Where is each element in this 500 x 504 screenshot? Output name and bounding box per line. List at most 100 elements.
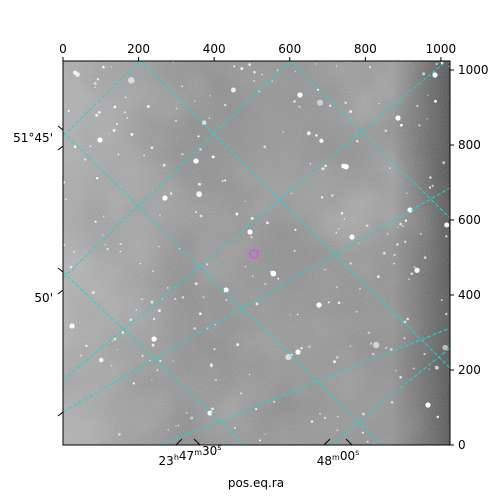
- star: [431, 184, 434, 187]
- star: [213, 348, 216, 351]
- bottom-tick-label: 23h47m30s: [159, 443, 222, 468]
- star: [119, 250, 122, 253]
- star: [369, 342, 373, 345]
- star: [129, 318, 133, 322]
- top-tick-label: 400: [203, 42, 226, 56]
- target-marker: [249, 249, 259, 259]
- star: [416, 104, 419, 108]
- right-tick-label: 600: [458, 213, 481, 227]
- star: [177, 424, 180, 427]
- star: [198, 182, 201, 186]
- star: [259, 439, 262, 442]
- bright-star: [425, 402, 431, 408]
- star: [423, 256, 427, 259]
- star: [181, 153, 184, 156]
- star: [161, 298, 163, 300]
- star: [331, 194, 334, 197]
- star: [158, 245, 160, 248]
- star: [209, 364, 213, 368]
- star: [386, 233, 389, 235]
- star: [365, 224, 369, 227]
- star: [396, 243, 399, 246]
- star: [63, 243, 66, 247]
- star: [388, 167, 391, 170]
- star: [422, 72, 426, 76]
- star: [335, 356, 339, 359]
- star: [209, 94, 211, 97]
- star: [244, 266, 247, 268]
- star: [327, 301, 330, 304]
- star: [199, 148, 202, 151]
- star: [235, 212, 239, 216]
- star: [317, 99, 324, 106]
- top-tick-label: 600: [278, 42, 301, 56]
- star: [333, 360, 336, 364]
- star: [293, 100, 296, 103]
- star: [141, 354, 144, 357]
- grid-line: [63, 61, 291, 279]
- star: [94, 86, 96, 89]
- star: [356, 139, 359, 143]
- star: [282, 131, 284, 133]
- star: [124, 96, 127, 99]
- star: [419, 232, 422, 235]
- star: [119, 242, 122, 246]
- star: [202, 296, 205, 299]
- x-axis-label: pos.eq.ra: [228, 476, 284, 490]
- star: [175, 425, 177, 427]
- star: [172, 360, 174, 362]
- left-tick-label: 51°45': [13, 131, 53, 145]
- star: [440, 299, 443, 301]
- star: [130, 132, 134, 136]
- star: [89, 145, 92, 148]
- bottom-axis: 23h47m30s 48m00s: [159, 438, 359, 468]
- star: [371, 352, 375, 356]
- star: [83, 158, 87, 161]
- star: [442, 161, 446, 164]
- right-tick-label: 400: [458, 288, 481, 302]
- star: [414, 267, 420, 273]
- star: [355, 310, 358, 313]
- star: [73, 145, 77, 149]
- star: [321, 167, 325, 171]
- star: [389, 347, 393, 351]
- top-axis: 0 200 400 600 800 1000: [59, 42, 456, 61]
- star: [211, 407, 214, 411]
- star: [230, 87, 236, 93]
- star: [193, 100, 196, 102]
- bright-star: [395, 115, 401, 121]
- star: [366, 440, 369, 443]
- star: [337, 301, 341, 305]
- star: [102, 234, 104, 236]
- grid-line: [63, 187, 450, 413]
- star: [85, 344, 88, 347]
- star: [308, 345, 311, 349]
- bottom-tick: [345, 438, 353, 446]
- star: [112, 129, 116, 132]
- star: [289, 314, 291, 316]
- star: [80, 354, 82, 357]
- star: [324, 164, 328, 168]
- star: [341, 163, 346, 169]
- star: [233, 65, 236, 68]
- star: [412, 367, 415, 370]
- star: [139, 262, 142, 265]
- star: [175, 107, 178, 110]
- star: [175, 120, 177, 122]
- star: [206, 327, 209, 330]
- star: [91, 291, 95, 295]
- grid-line: [139, 61, 450, 369]
- star: [336, 429, 339, 432]
- star: [206, 263, 209, 266]
- star: [108, 133, 110, 135]
- star: [315, 134, 318, 137]
- star: [126, 117, 129, 119]
- star: [150, 146, 154, 150]
- star: [378, 102, 380, 105]
- right-tick-label: 800: [458, 138, 481, 152]
- star: [127, 76, 135, 84]
- grid-line: [329, 347, 450, 445]
- star: [403, 337, 406, 340]
